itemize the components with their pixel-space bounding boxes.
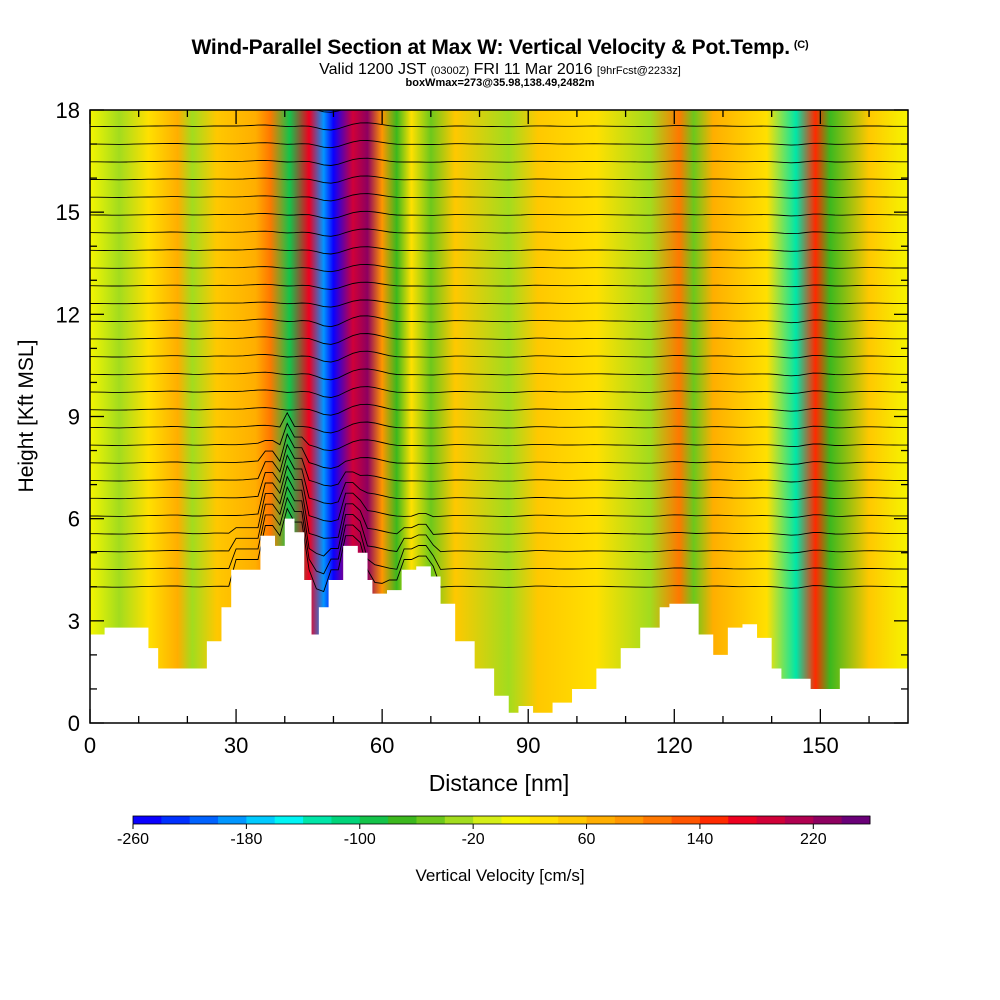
colorbar-swatch xyxy=(558,816,588,824)
valid-utc: (0300Z) xyxy=(430,65,470,77)
valid-date: FRI 11 Mar 2016 xyxy=(473,61,593,78)
isentrope-line xyxy=(90,350,908,363)
isentrope-line xyxy=(90,475,908,539)
colorbar-swatch xyxy=(671,816,701,824)
isentrope-line xyxy=(90,140,908,149)
isentrope-line xyxy=(90,264,908,273)
colorbar-swatch xyxy=(756,816,786,824)
isentrope-line xyxy=(90,411,908,434)
isentrope-line xyxy=(90,157,908,166)
forecast-info: [9hrFcst@2233z] xyxy=(596,65,681,77)
colorbar-swatch xyxy=(841,816,871,824)
colorbar-frame xyxy=(132,815,871,825)
potential-temperature-contours xyxy=(90,110,908,593)
isentrope-line xyxy=(90,193,908,202)
x-tick-label: 60 xyxy=(370,733,394,758)
colorbar-swatch xyxy=(813,816,843,824)
colorbar-swatch xyxy=(359,816,389,824)
colorbar-swatch xyxy=(473,816,502,824)
terrain-mask xyxy=(90,518,908,723)
isentrope-line xyxy=(90,464,908,522)
y-axis: 0 3 6 9 12 15 18 xyxy=(56,98,908,736)
x-tick-label: 150 xyxy=(802,733,839,758)
chart-title-main: Wind-Parallel Section at Max W: Vertical… xyxy=(191,36,791,59)
y-tick-label: 9 xyxy=(68,405,80,430)
y-tick-label: 15 xyxy=(56,200,80,225)
copyright-mark: (C) xyxy=(793,39,809,51)
isentrope-line xyxy=(90,281,908,290)
colorbar-tick-label: -20 xyxy=(462,831,485,848)
colorbar-swatch xyxy=(161,816,191,824)
colorbar-swatch xyxy=(246,816,276,824)
colorbar-swatch xyxy=(501,816,531,824)
isentrope-line xyxy=(90,496,908,575)
isentrope-line xyxy=(90,210,908,220)
colorbar-tick-label: 60 xyxy=(578,831,596,848)
colorbar-tick-label: 220 xyxy=(800,831,827,848)
velocity-field xyxy=(90,110,908,723)
isentrope-line xyxy=(90,368,908,381)
y-tick-label: 12 xyxy=(56,302,80,327)
chart-title: Wind-Parallel Section at Max W: Vertical… xyxy=(0,36,1000,60)
isentrope-line xyxy=(90,386,908,398)
colorbar: -260 -180 -100 -20 60 140 220 xyxy=(117,815,871,848)
isentrope-line xyxy=(90,403,908,416)
colorbar-tick-label: -100 xyxy=(344,831,376,848)
colorbar-swatch xyxy=(133,816,162,824)
isentrope-line xyxy=(90,507,908,593)
colorbar-swatch xyxy=(643,816,673,824)
colorbar-swatch xyxy=(444,816,474,824)
y-tick-label: 18 xyxy=(56,98,80,123)
isentrope-line xyxy=(90,485,908,557)
valid-prefix: Valid 1200 JST xyxy=(319,61,427,78)
y-tick-label: 0 xyxy=(68,711,80,736)
x-tick-label: 0 xyxy=(84,733,96,758)
y-tick-label: 3 xyxy=(68,609,80,634)
isentrope-line xyxy=(90,315,908,328)
x-tick-label: 120 xyxy=(656,733,693,758)
colorbar-swatch xyxy=(388,816,417,824)
isentrope-line xyxy=(90,443,908,487)
x-tick-label: 30 xyxy=(224,733,248,758)
isentrope-line xyxy=(90,454,908,505)
isentrope-line xyxy=(90,122,908,131)
isentrope-line xyxy=(90,246,908,255)
colorbar-swatch xyxy=(699,816,729,824)
colorbar-swatch xyxy=(416,816,446,824)
x-axis: 0 30 60 90 120 150 xyxy=(84,110,870,758)
y-tick-label: 6 xyxy=(68,507,80,532)
isentrope-line xyxy=(90,175,908,184)
isentrope-line xyxy=(90,228,908,237)
colorbar-swatch xyxy=(303,816,332,824)
box-info: boxWmax=273@35.98,138.49,2482m xyxy=(405,77,595,89)
colorbar-swatch xyxy=(218,816,247,824)
colorbar-swatch xyxy=(586,816,616,824)
colorbar-tick-label: -180 xyxy=(230,831,262,848)
colorbar-swatch xyxy=(614,816,644,824)
chart-subtitle: Valid 1200 JST (0300Z) FRI 11 Mar 2016 [… xyxy=(0,61,1000,79)
x-axis-label: Distance [nm] xyxy=(429,770,570,796)
colorbar-swatch xyxy=(274,816,304,824)
isentrope-line xyxy=(90,333,908,345)
colorbar-swatch xyxy=(784,816,814,824)
colorbar-label: Vertical Velocity [cm/s] xyxy=(415,866,584,885)
colorbar-tick-label: 140 xyxy=(687,831,714,848)
isentrope-line xyxy=(90,432,908,469)
colorbar-swatch xyxy=(189,816,219,824)
colorbar-swatch xyxy=(331,816,361,824)
isentrope-line xyxy=(90,299,908,308)
isentrope-line xyxy=(90,422,908,452)
y-axis-label: Height [Kft MSL] xyxy=(15,340,38,493)
x-tick-label: 90 xyxy=(516,733,540,758)
colorbar-swatch xyxy=(529,816,559,824)
colorbar-swatch xyxy=(728,816,758,824)
colorbar-tick-label: -260 xyxy=(117,831,149,848)
